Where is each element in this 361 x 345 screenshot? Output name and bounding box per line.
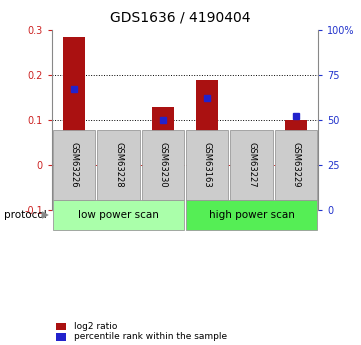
Text: protocol: protocol — [4, 210, 46, 220]
Text: GDS1636 / 4190404: GDS1636 / 4190404 — [110, 10, 251, 24]
Text: GSM63230: GSM63230 — [158, 142, 168, 188]
Bar — [108, 165, 130, 183]
Bar — [63, 37, 85, 165]
Text: GSM63228: GSM63228 — [114, 142, 123, 188]
Bar — [285, 120, 307, 165]
Text: GSM63226: GSM63226 — [70, 142, 79, 188]
Text: GSM63229: GSM63229 — [291, 142, 300, 188]
Text: log2 ratio: log2 ratio — [74, 322, 117, 331]
Bar — [196, 79, 218, 165]
Bar — [152, 107, 174, 165]
Text: GSM63227: GSM63227 — [247, 142, 256, 188]
Text: GSM63163: GSM63163 — [203, 142, 212, 188]
Text: percentile rank within the sample: percentile rank within the sample — [74, 332, 227, 341]
Bar — [240, 165, 262, 199]
Text: high power scan: high power scan — [209, 210, 295, 220]
Text: low power scan: low power scan — [78, 210, 159, 220]
